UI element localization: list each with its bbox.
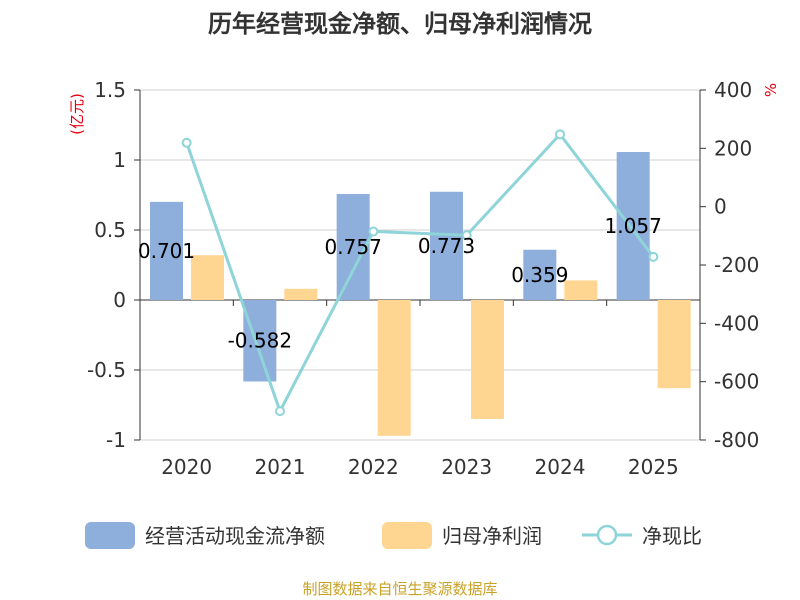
right-axis-tick-label: 400 (714, 78, 752, 102)
legend: 经营活动现金流净额 归母净利润 净现比 (85, 522, 702, 549)
ratio-line-series (181, 129, 659, 417)
ratio-point (555, 129, 565, 140)
cash-flow-bar (243, 300, 277, 382)
ratio-point (648, 251, 659, 262)
right-axis-tick-label: -400 (714, 311, 759, 335)
cash-flow-data-label: 0.701 (138, 239, 195, 263)
cash-flow-bar (430, 191, 463, 300)
left-axis-tick-label: 0 (113, 288, 126, 312)
cash-flow-data-label: 1.057 (605, 214, 662, 238)
cash-flow-bar (150, 201, 183, 300)
ratio-line (185, 132, 655, 413)
cash-flow-bar (523, 249, 557, 300)
ratio-point (275, 406, 285, 417)
right-axis-tick-label: -200 (714, 253, 759, 277)
legend-label-net-profit: 归母净利润 (442, 524, 542, 548)
category-label: 2024 (535, 455, 586, 479)
left-axis-tick-label: 1.5 (94, 78, 126, 102)
right-axis-tick-label: 200 (714, 136, 752, 160)
legend-swatch-cash-flow (85, 522, 135, 549)
net-profit-bar (284, 288, 318, 300)
bar-series (150, 152, 691, 436)
category-label: 2020 (161, 455, 212, 479)
cash-flow-bar (616, 152, 650, 300)
axes (134, 89, 706, 441)
data-labels: 0.701 -0.582 0.757 0.773 0.359 1.057 (138, 214, 662, 353)
right-axis-tick-label: -600 (714, 370, 759, 394)
source-note: 制图数据来自恒生聚源数据库 (302, 580, 497, 598)
left-axis-tick-label: -0.5 (87, 358, 126, 382)
left-axis-unit: (亿元) (68, 93, 86, 135)
net-profit-bar (564, 280, 598, 300)
tick-labels: 1.5 1 0.5 0 -0.5 -1 400 200 0 -200 -400 -600 -800 202… (87, 78, 759, 479)
ratio-point (368, 226, 379, 237)
category-label: 2021 (255, 455, 306, 479)
left-axis-tick-label: -1 (106, 428, 126, 452)
cash-flow-data-label: 0.757 (325, 235, 382, 259)
legend-label-cash-flow: 经营活动现金流净额 (145, 524, 325, 548)
category-label: 2025 (628, 455, 679, 479)
legend-marker-ratio (596, 524, 618, 546)
category-label: 2022 (348, 455, 399, 479)
ratio-point (461, 230, 472, 241)
category-label: 2023 (441, 455, 492, 479)
left-axis-tick-label: 1 (113, 148, 126, 172)
cash-flow-data-label: -0.582 (228, 329, 292, 353)
left-axis-tick-label: 0.5 (94, 218, 126, 242)
cash-flow-data-label: 0.359 (511, 263, 568, 287)
net-profit-bar (471, 300, 504, 419)
cash-flow-data-label: 0.773 (418, 234, 475, 258)
net-profit-bar (657, 300, 691, 389)
gridlines (140, 89, 700, 441)
net-profit-bar (377, 300, 411, 436)
legend-label-ratio: 净现比 (642, 524, 702, 548)
right-axis-tick-label: 0 (714, 195, 727, 219)
right-axis-unit: % (762, 83, 780, 97)
ratio-point (181, 137, 192, 148)
legend-swatch-net-profit (382, 522, 432, 549)
chart-title: 历年经营现金净额、归母净利润情况 (208, 10, 592, 38)
right-axis-tick-label: -800 (714, 428, 759, 452)
net-profit-bar (191, 255, 224, 300)
